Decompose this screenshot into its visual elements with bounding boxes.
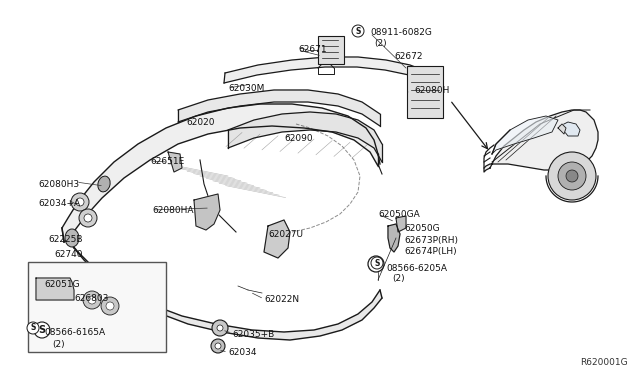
Circle shape xyxy=(548,152,596,200)
Text: 62051G: 62051G xyxy=(44,280,79,289)
Text: 62671: 62671 xyxy=(298,45,326,54)
Circle shape xyxy=(88,296,96,304)
Circle shape xyxy=(34,322,50,338)
Circle shape xyxy=(83,291,101,309)
Circle shape xyxy=(566,170,578,182)
Circle shape xyxy=(352,25,364,37)
Text: 62030M: 62030M xyxy=(228,84,264,93)
Text: 62050G: 62050G xyxy=(404,224,440,233)
Text: 62034: 62034 xyxy=(228,348,257,357)
Circle shape xyxy=(217,325,223,331)
Circle shape xyxy=(368,256,384,272)
Text: 62672: 62672 xyxy=(394,52,422,61)
Circle shape xyxy=(27,322,39,334)
Circle shape xyxy=(212,320,228,336)
Text: S: S xyxy=(372,259,380,269)
Circle shape xyxy=(215,343,221,349)
Text: 62651E: 62651E xyxy=(150,157,184,166)
Bar xyxy=(318,36,344,64)
Polygon shape xyxy=(228,112,382,162)
Text: 08566-6165A: 08566-6165A xyxy=(44,328,105,337)
Text: 08566-6205A: 08566-6205A xyxy=(386,264,447,273)
Text: 62080H3: 62080H3 xyxy=(38,180,79,189)
Bar xyxy=(407,66,443,118)
Text: 08911-6082G: 08911-6082G xyxy=(370,28,432,37)
Polygon shape xyxy=(484,110,598,172)
Polygon shape xyxy=(558,124,566,134)
Polygon shape xyxy=(560,122,580,136)
Text: 62090: 62090 xyxy=(284,134,312,143)
Text: S: S xyxy=(355,26,361,35)
Text: R620001G: R620001G xyxy=(580,358,628,367)
Text: 62740: 62740 xyxy=(54,250,83,259)
Circle shape xyxy=(211,339,225,353)
Polygon shape xyxy=(396,216,406,232)
Polygon shape xyxy=(178,90,380,126)
Polygon shape xyxy=(264,220,290,258)
Polygon shape xyxy=(168,152,182,172)
Text: S: S xyxy=(30,324,36,333)
Ellipse shape xyxy=(65,229,79,247)
Text: 62050GA: 62050GA xyxy=(378,210,420,219)
Circle shape xyxy=(106,302,114,310)
Text: (2): (2) xyxy=(392,274,404,283)
Circle shape xyxy=(371,257,383,269)
Circle shape xyxy=(84,214,92,222)
Ellipse shape xyxy=(98,176,110,192)
Circle shape xyxy=(558,162,586,190)
Text: 626803: 626803 xyxy=(74,294,108,303)
Text: 62027U: 62027U xyxy=(268,230,303,239)
Text: 62035+B: 62035+B xyxy=(232,330,275,339)
Polygon shape xyxy=(388,224,400,252)
Circle shape xyxy=(101,297,119,315)
Polygon shape xyxy=(68,240,382,340)
Polygon shape xyxy=(492,116,558,154)
Text: S: S xyxy=(374,259,380,267)
Text: 62020: 62020 xyxy=(186,118,214,127)
Text: S: S xyxy=(38,325,45,335)
Text: 62080HA: 62080HA xyxy=(152,206,193,215)
Text: 62674P(LH): 62674P(LH) xyxy=(404,247,456,256)
Text: 62225B: 62225B xyxy=(48,235,83,244)
Text: 62022N: 62022N xyxy=(264,295,299,304)
Text: (2): (2) xyxy=(52,340,65,349)
Polygon shape xyxy=(194,194,220,230)
Polygon shape xyxy=(224,57,440,90)
Circle shape xyxy=(76,198,84,206)
Circle shape xyxy=(71,193,89,211)
Text: (2): (2) xyxy=(374,39,387,48)
Bar xyxy=(28,262,166,352)
Polygon shape xyxy=(36,278,74,300)
Text: 62673P(RH): 62673P(RH) xyxy=(404,236,458,245)
Circle shape xyxy=(79,209,97,227)
Text: 62080H: 62080H xyxy=(414,86,449,95)
Text: 62034+A: 62034+A xyxy=(38,199,80,208)
Polygon shape xyxy=(62,104,378,242)
